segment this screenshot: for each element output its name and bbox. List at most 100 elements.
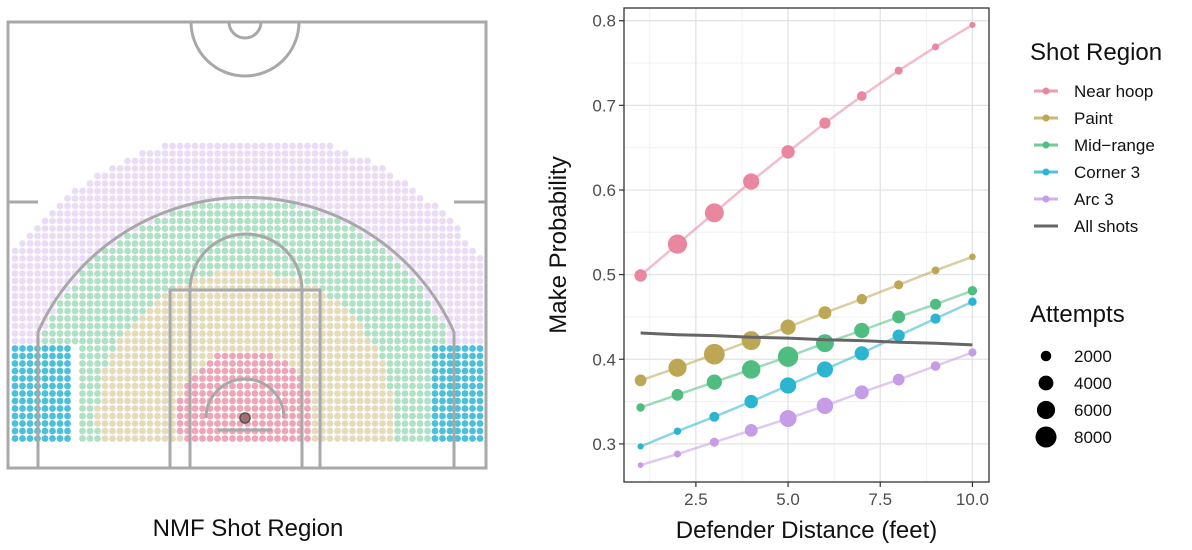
court-dot — [94, 360, 101, 367]
court-dot — [289, 270, 296, 277]
court-dot — [274, 255, 281, 262]
court-dot — [424, 262, 431, 270]
court-dot — [461, 270, 469, 277]
court-dot — [176, 187, 184, 195]
court-dot — [236, 262, 244, 270]
court-dot — [266, 360, 274, 367]
paint-inner — [188, 288, 304, 470]
court-dot — [364, 375, 371, 382]
court-dot — [79, 285, 86, 292]
court-dot — [71, 202, 79, 210]
court-dot — [281, 262, 289, 270]
court-dot — [94, 382, 101, 390]
court-dot — [229, 142, 236, 150]
court-dot — [424, 352, 431, 360]
court-dot — [379, 352, 386, 360]
court-dot — [476, 255, 484, 262]
court-dot — [176, 270, 184, 277]
court-dot — [146, 315, 154, 322]
court-dot — [356, 360, 364, 367]
court-dot — [71, 187, 79, 195]
court-dot — [34, 262, 41, 270]
court-dot — [131, 397, 139, 405]
court-dot — [124, 397, 131, 405]
court-dot — [476, 420, 484, 427]
court-dot — [274, 142, 281, 150]
court-dot — [394, 180, 401, 187]
court-dot — [11, 315, 19, 322]
court-dot — [79, 382, 86, 390]
court-dot — [176, 232, 184, 240]
court-dot — [281, 202, 289, 210]
court-dot — [154, 202, 161, 210]
court-dot — [334, 307, 341, 315]
court-dot — [176, 150, 184, 157]
court-dot — [79, 292, 86, 300]
court-dot — [416, 427, 424, 435]
court-dot — [11, 420, 19, 427]
court-dot — [206, 360, 214, 367]
court-dot — [101, 427, 109, 435]
court-dot — [476, 360, 484, 367]
data-point — [854, 322, 870, 339]
court-dot — [206, 225, 214, 232]
court-dot — [229, 420, 236, 427]
court-dot — [214, 375, 221, 382]
court-dot — [176, 397, 184, 405]
court-dot — [281, 345, 289, 352]
court-dot — [41, 322, 49, 330]
court-dot — [281, 352, 289, 360]
court-dot — [409, 405, 416, 412]
court-dot — [469, 352, 476, 360]
court-dot — [214, 217, 221, 225]
series-line — [640, 289, 973, 409]
court-dot — [461, 247, 469, 255]
court-dot — [446, 240, 454, 247]
court-dot — [86, 345, 94, 352]
court-dot — [176, 390, 184, 397]
court-dot — [101, 262, 109, 270]
court-dot — [94, 390, 101, 397]
legend-key-point — [1042, 141, 1050, 149]
court-dot — [244, 187, 251, 195]
court-dot — [424, 210, 431, 217]
court-dot — [131, 217, 139, 225]
court-dot — [161, 345, 169, 352]
court-dot — [154, 270, 161, 277]
court-dot — [379, 255, 386, 262]
court-dot — [124, 240, 131, 247]
court-dot — [251, 435, 259, 442]
court-dot — [274, 277, 281, 285]
court-dot — [146, 210, 154, 217]
court-dot — [334, 427, 341, 435]
court-dot — [206, 232, 214, 240]
court-dot — [79, 300, 86, 307]
court-dot — [409, 337, 416, 345]
court-dot — [49, 352, 56, 360]
court-dot — [409, 352, 416, 360]
court-dot — [116, 292, 124, 300]
court-dot — [101, 345, 109, 352]
court-dot — [244, 322, 251, 330]
court-dot — [386, 202, 394, 210]
court-dot — [56, 262, 64, 270]
court-dot — [289, 420, 296, 427]
court-dot — [79, 405, 86, 412]
court-dot — [49, 210, 56, 217]
court-dot — [244, 330, 251, 337]
court-dot — [64, 397, 71, 405]
court-dot — [304, 142, 311, 150]
court-dot — [401, 330, 409, 337]
court-dot — [26, 427, 34, 435]
court-dot — [379, 330, 386, 337]
court-dot — [19, 285, 26, 292]
court-dot — [109, 202, 116, 210]
center-inner-circle — [227, 21, 263, 40]
court-dot — [184, 142, 191, 150]
court-dot — [394, 397, 401, 405]
court-dot — [41, 367, 49, 375]
court-dot — [334, 397, 341, 405]
court-dot — [341, 225, 349, 232]
court-dot — [439, 322, 446, 330]
court-dot — [304, 187, 311, 195]
